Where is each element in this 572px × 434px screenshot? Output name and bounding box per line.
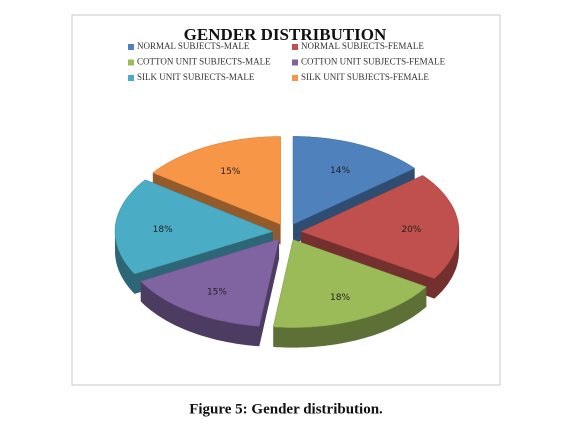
chart-title: GENDER DISTRIBUTION (184, 25, 387, 44)
legend-label: COTTON UNIT SUBJECTS-FEMALE (301, 57, 446, 67)
data-label: 18% (330, 293, 350, 303)
legend-swatch (292, 75, 298, 81)
data-label: 14% (330, 166, 350, 176)
legend-label: SILK UNIT SUBJECTS-MALE (137, 72, 255, 82)
legend-swatch (292, 59, 298, 66)
data-label: 15% (207, 287, 227, 297)
slice (292, 136, 416, 225)
slice (272, 239, 427, 328)
legend-label: NORMAL SUBJECTS-MALE (137, 41, 250, 51)
slice (114, 179, 274, 275)
legend-label: SILK UNIT SUBJECTS-FEMALE (301, 72, 429, 82)
data-label: 20% (401, 225, 421, 235)
legend-label: COTTON UNIT SUBJECTS-MALE (137, 57, 271, 67)
slice (152, 136, 281, 225)
slice (140, 238, 280, 327)
data-label: 18% (153, 225, 173, 235)
legend-swatch (128, 44, 134, 50)
slice (300, 175, 460, 279)
legend-swatch (292, 44, 298, 50)
legend-swatch (128, 59, 134, 66)
data-label: 15% (220, 167, 240, 177)
caption: Figure 5: Gender distribution. (189, 401, 383, 417)
legend-swatch (128, 75, 134, 81)
legend-label: NORMAL SUBJECTS-FEMALE (301, 41, 424, 51)
